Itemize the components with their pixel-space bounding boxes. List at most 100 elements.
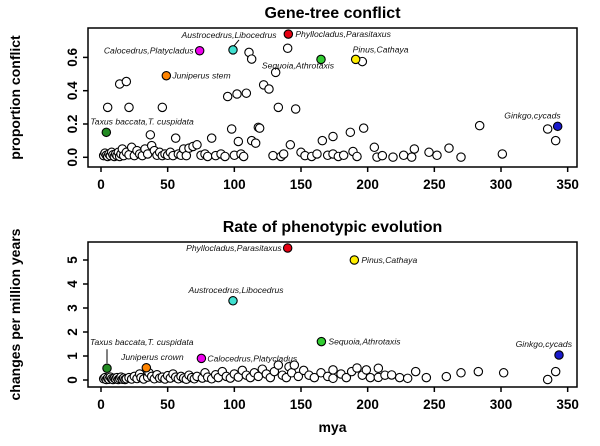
data-point	[338, 150, 349, 161]
data-point	[264, 84, 274, 94]
y-tick-label: 0	[65, 376, 80, 384]
data-point	[222, 91, 233, 102]
highlight-point-calocedrus-platycladus	[196, 353, 207, 364]
data-point	[432, 150, 442, 161]
y-tick-label: 2	[65, 328, 80, 336]
data-point	[358, 123, 369, 133]
data-point	[293, 371, 304, 382]
point-label: Sequoia,Athrotaxis	[328, 337, 401, 347]
data-point	[441, 371, 452, 382]
data-point	[268, 150, 278, 161]
data-point	[246, 54, 257, 64]
point-label: Austrocedrus,Libocedrus	[180, 30, 277, 40]
data-point	[121, 76, 132, 87]
data-point	[312, 149, 322, 159]
highlight-point-phyllocladus-parasitaxus	[283, 29, 294, 39]
highlight-point-taxus-baccata-t-cuspidata	[101, 127, 112, 138]
point-label: Austrocedrus,Libocedrus	[187, 285, 284, 295]
data-point	[369, 142, 380, 153]
data-point	[421, 372, 432, 383]
x-tick-label: 300	[490, 177, 513, 192]
data-point	[377, 150, 388, 161]
data-point	[273, 102, 284, 113]
data-point	[328, 365, 338, 375]
data-point	[226, 124, 237, 134]
data-point	[550, 366, 561, 377]
chart-title: Rate of phenotypic evolution	[223, 219, 443, 236]
data-point	[456, 368, 466, 378]
data-point	[278, 149, 289, 159]
data-point	[254, 123, 265, 133]
highlight-point-austrocedrus-libocedrus	[228, 45, 238, 55]
data-point	[232, 89, 242, 99]
data-point	[273, 360, 284, 370]
highlight-point-taxus-baccata-t-cuspidata	[102, 363, 112, 373]
point-label: Calocedrus,Platycladus	[207, 353, 298, 363]
highlight-point-pinus-cathaya	[349, 255, 360, 265]
data-point	[145, 130, 156, 140]
point-label: Pinus,Cathaya	[353, 44, 409, 54]
data-point	[202, 151, 213, 162]
x-tick-label: 100	[223, 397, 246, 412]
x-tick-label: 150	[290, 177, 313, 192]
point-label: Pinus,Cathaya	[361, 255, 417, 265]
point-label: Ginkgo,cycads	[516, 339, 573, 349]
data-point	[497, 149, 508, 159]
data-point	[309, 372, 320, 383]
data-point	[406, 152, 417, 162]
x-tick-label: 250	[423, 177, 446, 192]
data-point	[328, 131, 338, 142]
data-point	[386, 370, 397, 380]
y-axis-title: proportion conflict	[7, 35, 23, 160]
highlight-point-austrocedrus-libocedrus	[228, 296, 238, 306]
y-axis-title: changes per million years	[7, 228, 23, 400]
point-label: Juniperus crown	[120, 352, 184, 362]
x-tick-label: 350	[556, 177, 579, 192]
data-point	[398, 150, 409, 161]
highlight-point-phyllocladus-parasitaxus	[282, 243, 293, 253]
chart-gene-tree-conflict: Gene-tree conflict 0 50 100 150 200 250 300 350 0…	[7, 5, 579, 192]
x-tick-label: 250	[423, 397, 446, 412]
data-point	[373, 363, 384, 373]
point-label: Phyllocladus,Parasitaxus	[186, 243, 282, 253]
point-label: Ginkgo,cycads	[504, 110, 561, 120]
highlight-point-sequoia-athrotaxis	[316, 54, 326, 65]
data-point	[328, 373, 338, 384]
data-point	[402, 373, 413, 384]
data-point	[345, 127, 356, 138]
highlight-point-juniperus-crown	[141, 363, 152, 373]
point-label: Calocedrus,Platycladus	[104, 46, 195, 56]
y-tick-label: 0.2	[65, 115, 80, 134]
highlight-point-juniperus-stem	[161, 70, 172, 81]
data-point	[317, 135, 328, 146]
chart-title: Gene-tree conflict	[264, 5, 401, 22]
data-point	[410, 366, 421, 377]
data-point	[220, 151, 230, 162]
label-leader-line	[233, 39, 240, 47]
point-label: Taxus baccata,T. cuspidata	[90, 337, 194, 347]
x-tick-label: 0	[97, 177, 105, 192]
data-point	[361, 365, 372, 375]
highlight-point-ginkgo-cycads	[552, 121, 563, 132]
data-point	[250, 138, 261, 148]
y-tick-label: 0.0	[65, 148, 80, 167]
x-tick-label: 150	[290, 397, 313, 412]
y-tick-label: 0.4	[65, 81, 80, 100]
highlight-point-calocedrus-platycladus	[194, 45, 205, 56]
data-point	[192, 140, 202, 150]
data-point	[365, 372, 376, 383]
data-point	[388, 152, 398, 162]
y-tick-label: 0.6	[65, 48, 80, 67]
data-point	[289, 360, 300, 370]
x-tick-label: 100	[223, 177, 246, 192]
data-point	[341, 372, 352, 383]
data-point	[285, 140, 296, 150]
x-tick-label: 300	[490, 397, 513, 412]
x-tick-label: 200	[356, 397, 379, 412]
data-point	[241, 88, 252, 98]
highlight-point-ginkgo-cycads	[554, 350, 564, 360]
data-point	[474, 120, 485, 131]
highlight-point-sequoia-athrotaxis	[316, 336, 327, 347]
